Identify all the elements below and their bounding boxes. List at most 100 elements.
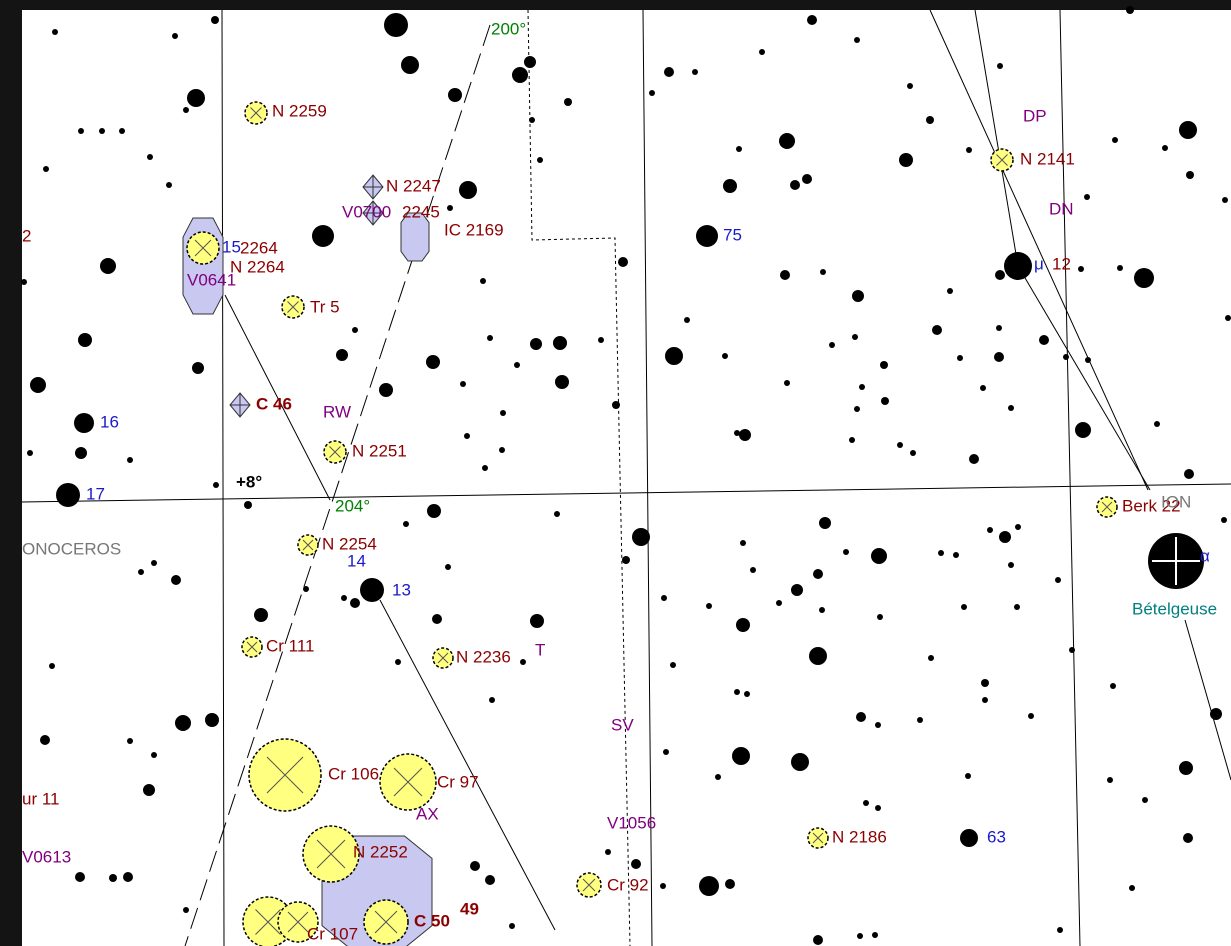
cluster-cross — [316, 839, 346, 869]
cluster-cross — [255, 909, 281, 935]
star — [1183, 833, 1193, 843]
star — [722, 353, 728, 359]
star — [512, 67, 528, 83]
star — [877, 614, 883, 620]
star — [897, 442, 903, 448]
cluster-cross — [246, 641, 258, 653]
star — [829, 342, 835, 348]
star — [863, 800, 869, 806]
star — [779, 133, 795, 149]
star — [872, 932, 878, 938]
star — [432, 614, 442, 624]
cluster-cross — [812, 832, 824, 844]
star — [427, 504, 441, 518]
star — [928, 655, 934, 661]
star — [997, 63, 1003, 69]
star — [692, 69, 698, 75]
dec-line — [21, 483, 1231, 503]
constellation-line — [224, 294, 331, 501]
star — [244, 501, 252, 509]
star — [52, 29, 58, 35]
star — [661, 595, 667, 601]
star — [994, 352, 1004, 362]
object-label: N 2141 — [1020, 149, 1075, 168]
star — [1015, 524, 1021, 530]
star — [809, 647, 827, 665]
star — [1129, 885, 1135, 891]
star — [995, 270, 1005, 280]
star — [555, 375, 569, 389]
star — [932, 325, 942, 335]
star — [192, 362, 204, 374]
star — [1063, 354, 1069, 360]
star — [982, 697, 988, 703]
object-label: V1056 — [607, 813, 656, 832]
cluster-cross — [302, 539, 314, 551]
star — [485, 875, 495, 885]
star — [875, 805, 881, 811]
star — [856, 712, 866, 722]
star — [151, 752, 157, 758]
object-label: 49 — [460, 899, 479, 918]
deep-sky-objects — [182, 101, 1118, 946]
star — [723, 179, 737, 193]
star — [123, 872, 133, 882]
star — [871, 548, 887, 564]
object-label: N 2264 — [230, 257, 285, 276]
star — [899, 153, 913, 167]
star — [1112, 137, 1118, 143]
star — [1134, 268, 1154, 288]
object-label: N 2252 — [353, 842, 408, 861]
star — [813, 569, 823, 579]
star — [403, 521, 409, 527]
star — [980, 385, 986, 391]
star — [632, 528, 650, 546]
star — [725, 879, 735, 889]
star — [138, 569, 144, 575]
object-label: 200° — [491, 19, 526, 38]
cluster-cross — [194, 239, 212, 257]
star — [744, 691, 750, 697]
star — [622, 556, 630, 564]
star — [213, 482, 219, 488]
star — [1069, 647, 1075, 653]
star — [857, 933, 863, 939]
star — [663, 749, 669, 755]
object-label: 204° — [335, 496, 370, 515]
star — [21, 279, 27, 285]
star — [670, 662, 676, 668]
star — [618, 257, 628, 267]
object-label: V0641 — [187, 270, 236, 289]
star — [953, 552, 959, 558]
object-label: ONOCEROS — [22, 539, 121, 558]
star — [926, 116, 934, 124]
galaxy-diamond — [362, 174, 384, 200]
cluster-cross — [287, 911, 309, 933]
star — [401, 56, 419, 74]
star — [780, 270, 790, 280]
object-label: Cr 107 — [307, 924, 358, 943]
grid-lines — [21, 9, 1231, 946]
object-label: 13 — [392, 580, 411, 599]
star — [802, 174, 812, 184]
star — [312, 225, 334, 247]
star — [1057, 927, 1063, 933]
star — [819, 607, 825, 613]
star — [736, 146, 742, 152]
object-label: 17 — [86, 484, 105, 503]
star — [852, 290, 864, 302]
ra-line — [1059, 9, 1081, 946]
star — [171, 575, 181, 585]
object-label: N 2254 — [322, 534, 377, 553]
star — [736, 618, 750, 632]
star — [151, 560, 157, 566]
star — [660, 883, 666, 889]
object-label: 75 — [723, 225, 742, 244]
star — [790, 180, 800, 190]
star — [99, 128, 105, 134]
star — [1117, 265, 1123, 271]
star — [649, 90, 655, 96]
star — [706, 603, 712, 609]
star — [341, 595, 347, 601]
star — [776, 600, 782, 606]
